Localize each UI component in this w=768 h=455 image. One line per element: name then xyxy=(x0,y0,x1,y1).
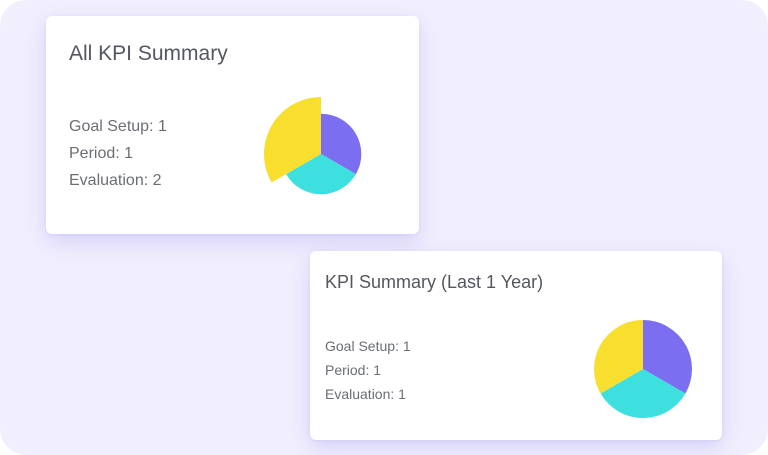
stat-label: Period xyxy=(325,362,366,378)
stat-goal-setup: Goal Setup: 1 xyxy=(69,118,167,135)
stat-evaluation: Evaluation: 1 xyxy=(325,386,406,402)
stat-label: Period xyxy=(69,145,116,162)
stat-label: Goal Setup xyxy=(325,338,396,354)
stat-value: 2 xyxy=(152,172,162,189)
last-year-pie-chart xyxy=(593,320,693,419)
card-title: All KPI Summary xyxy=(69,42,228,65)
stat-period: Period: 1 xyxy=(69,145,134,162)
all-kpi-summary-card: All KPI Summary Goal Setup: 1 Period: 1 … xyxy=(46,16,419,234)
stat-value: 1 xyxy=(402,338,411,354)
slice-goal-setup xyxy=(643,320,693,394)
stat-value: 1 xyxy=(398,386,406,402)
stat-goal-setup: Goal Setup: 1 xyxy=(325,338,411,354)
stat-label: Goal Setup xyxy=(69,118,150,135)
slice-evaluation xyxy=(264,97,321,183)
all-kpi-polar-area-chart xyxy=(264,97,362,195)
stat-evaluation: Evaluation: 2 xyxy=(69,172,162,189)
stats-list: Goal Setup: 1 Period: 1 Evaluation: 2 xyxy=(69,113,167,194)
stat-value: 1 xyxy=(373,362,382,378)
slice-period xyxy=(600,369,686,419)
stat-label: Evaluation xyxy=(325,386,391,402)
stat-value: 1 xyxy=(124,145,134,162)
stat-label: Evaluation xyxy=(69,172,144,189)
card-title: KPI Summary (Last 1 Year) xyxy=(325,272,544,292)
stats-list: Goal Setup: 1 Period: 1 Evaluation: 1 xyxy=(325,334,411,406)
slice-evaluation xyxy=(593,320,643,394)
stat-period: Period: 1 xyxy=(325,362,382,378)
slice-goal-setup xyxy=(321,113,362,175)
kpi-summary-last-year-card: KPI Summary (Last 1 Year) Goal Setup: 1 … xyxy=(310,251,722,440)
stat-value: 1 xyxy=(157,118,167,135)
